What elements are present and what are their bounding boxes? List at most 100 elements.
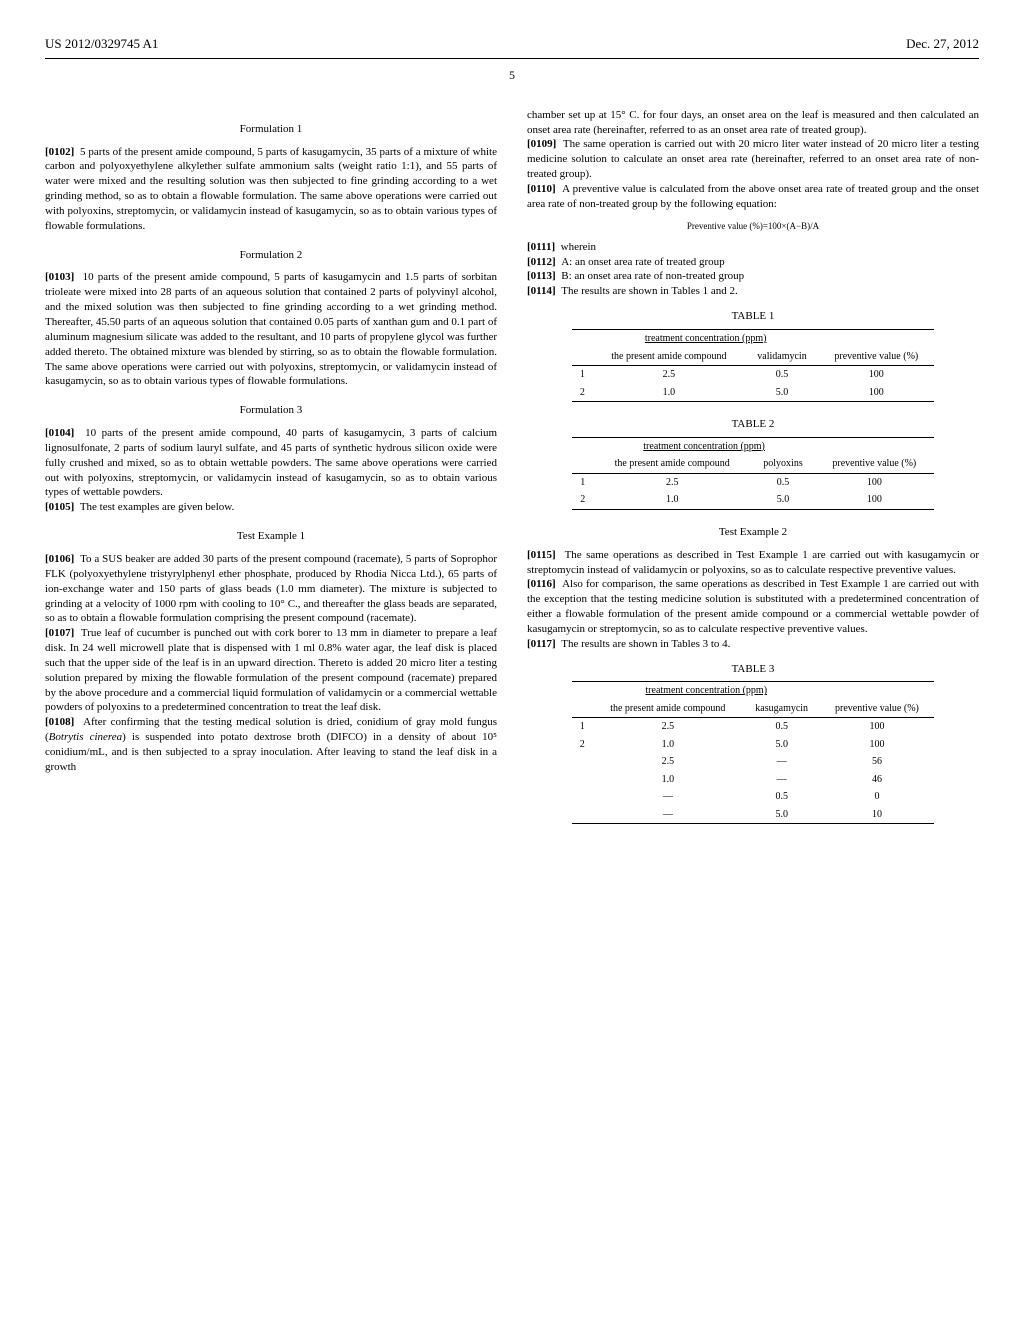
left-column: Formulation 1 [0102] 5 parts of the pres… — [45, 108, 497, 840]
para-text: The test examples are given below. — [80, 501, 234, 513]
para-label: [0102] — [45, 146, 74, 158]
table-row: — 0.5 0 — [572, 788, 934, 806]
para-0112: [0112] A: an onset area rate of treated … — [527, 255, 979, 270]
para-0103: [0103] 10 parts of the present amide com… — [45, 270, 497, 389]
formulation-2-heading: Formulation 2 — [45, 248, 497, 263]
para-0116: [0116] Also for comparison, the same ope… — [527, 577, 979, 636]
table-row: 1 2.5 0.5 100 — [572, 473, 934, 491]
para-text: A: an onset area rate of treated group — [561, 256, 724, 268]
para-label: [0107] — [45, 627, 74, 639]
table-row: 1 2.5 0.5 100 — [572, 366, 934, 384]
row-index — [572, 771, 592, 789]
cell: 1.0 — [592, 771, 743, 789]
patent-number: US 2012/0329745 A1 — [45, 35, 158, 53]
para-label: [0104] — [45, 427, 74, 439]
cell: 100 — [819, 384, 934, 402]
row-index: 2 — [572, 384, 592, 402]
table-row: 2.5 — 56 — [572, 753, 934, 771]
para-0111: [0111] wherein — [527, 240, 979, 255]
table-1-caption: TABLE 1 — [527, 309, 979, 324]
table-row: 1 2.5 0.5 100 — [572, 718, 934, 736]
cell: 5.0 — [751, 491, 815, 509]
para-text: True leaf of cucumber is punched out wit… — [45, 627, 497, 713]
para-text: 5 parts of the present amide compound, 5… — [45, 146, 497, 232]
cell: 56 — [820, 753, 934, 771]
page-header: US 2012/0329745 A1 Dec. 27, 2012 — [45, 35, 979, 53]
para-label: [0115] — [527, 549, 556, 561]
para-label: [0106] — [45, 553, 74, 565]
preventive-value-equation: Preventive value (%)=100×(A−B)/A — [527, 220, 979, 232]
para-0102: [0102] 5 parts of the present amide comp… — [45, 145, 497, 234]
table-col-header: kasugamycin — [743, 700, 820, 718]
para-text: To a SUS beaker are added 30 parts of th… — [45, 553, 497, 624]
cell: 0.5 — [751, 473, 815, 491]
para-label: [0114] — [527, 285, 556, 297]
row-index: 2 — [572, 491, 593, 509]
para-0117: [0117] The results are shown in Tables 3… — [527, 637, 979, 652]
table-row: 2 1.0 5.0 100 — [572, 736, 934, 754]
test-example-1-heading: Test Example 1 — [45, 529, 497, 544]
row-index: 1 — [572, 718, 592, 736]
cell: 1.0 — [593, 491, 751, 509]
table-col-header: preventive value (%) — [820, 700, 934, 718]
continuation-text: chamber set up at 15° C. for four days, … — [527, 108, 979, 138]
cell: 1.0 — [593, 384, 746, 402]
table-row: 2 1.0 5.0 100 — [572, 491, 934, 509]
para-label: [0116] — [527, 578, 556, 590]
cell: — — [592, 806, 743, 824]
row-index: 2 — [572, 736, 592, 754]
page-number: 5 — [45, 67, 979, 83]
para-label: [0105] — [45, 501, 74, 513]
para-text: 10 parts of the present amide compound, … — [45, 271, 497, 387]
table-3-caption: TABLE 3 — [527, 662, 979, 677]
row-index — [572, 806, 592, 824]
right-column: chamber set up at 15° C. for four days, … — [527, 108, 979, 840]
para-0106: [0106] To a SUS beaker are added 30 part… — [45, 552, 497, 626]
para-0109: [0109] The same operation is carried out… — [527, 137, 979, 182]
cell: — — [743, 771, 820, 789]
para-label: [0112] — [527, 256, 556, 268]
table-header-group: treatment concentration (ppm) — [593, 330, 819, 348]
para-0104: [0104] 10 parts of the present amide com… — [45, 426, 497, 500]
table-row: 1.0 — 46 — [572, 771, 934, 789]
cell: 1.0 — [592, 736, 743, 754]
cell: 0.5 — [743, 718, 820, 736]
test-example-2-heading: Test Example 2 — [527, 525, 979, 540]
para-0110: [0110] A preventive value is calculated … — [527, 182, 979, 212]
cell: 10 — [820, 806, 934, 824]
table-3: treatment concentration (ppm) the presen… — [572, 681, 934, 824]
table-2-caption: TABLE 2 — [527, 417, 979, 432]
para-label: [0110] — [527, 183, 556, 195]
cell: 5.0 — [745, 384, 819, 402]
cell: — — [743, 753, 820, 771]
cell: 100 — [820, 736, 934, 754]
row-index — [572, 788, 592, 806]
para-text: Also for comparison, the same operations… — [527, 578, 979, 635]
patent-date: Dec. 27, 2012 — [906, 35, 979, 53]
cell: 0 — [820, 788, 934, 806]
para-text: A preventive value is calculated from th… — [527, 183, 979, 210]
para-label: [0113] — [527, 270, 556, 282]
para-text: wherein — [561, 241, 596, 253]
para-0115: [0115] The same operations as described … — [527, 548, 979, 578]
para-text: The same operation is carried out with 2… — [527, 138, 979, 180]
table-col-header: the present amide compound — [593, 348, 746, 366]
table-row: — 5.0 10 — [572, 806, 934, 824]
formulation-3-heading: Formulation 3 — [45, 403, 497, 418]
para-text: The same operations as described in Test… — [527, 549, 979, 576]
cell: 2.5 — [593, 473, 751, 491]
cell: 2.5 — [593, 366, 746, 384]
header-rule — [45, 58, 979, 59]
para-text: B: an onset area rate of non-treated gro… — [561, 270, 744, 282]
table-1: treatment concentration (ppm) the presen… — [572, 329, 934, 402]
row-index: 1 — [572, 473, 593, 491]
cell: 46 — [820, 771, 934, 789]
para-text: The results are shown in Tables 3 to 4. — [561, 638, 730, 650]
cell: 5.0 — [743, 736, 820, 754]
cell: 0.5 — [743, 788, 820, 806]
row-index — [572, 753, 592, 771]
cell: 0.5 — [745, 366, 819, 384]
cell: 100 — [815, 491, 934, 509]
cell: 2.5 — [592, 718, 743, 736]
para-0114: [0114] The results are shown in Tables 1… — [527, 284, 979, 299]
